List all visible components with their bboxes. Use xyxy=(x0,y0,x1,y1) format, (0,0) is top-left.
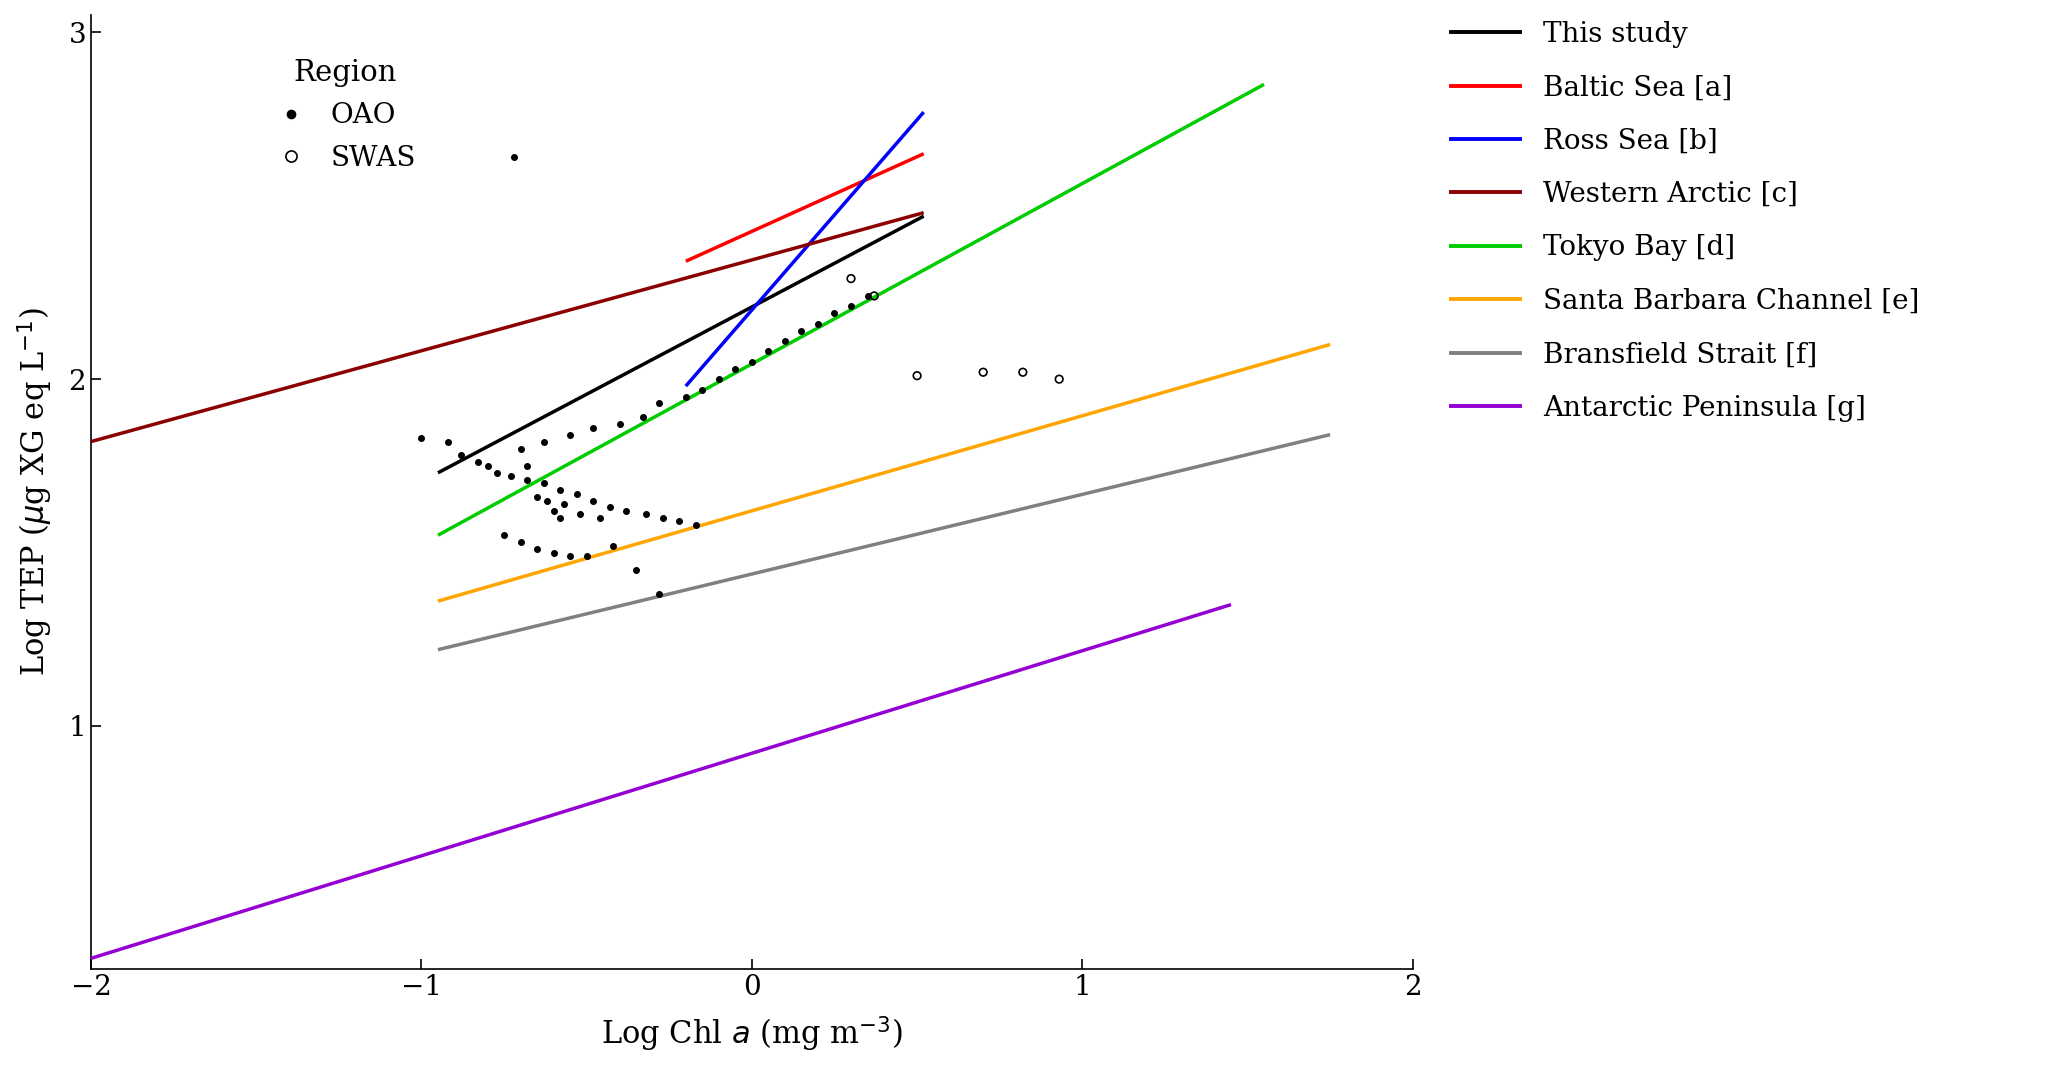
Point xyxy=(511,471,544,489)
Legend: OAO, SWAS: OAO, SWAS xyxy=(263,48,426,183)
Point xyxy=(686,381,719,398)
Point xyxy=(610,502,643,520)
Point xyxy=(461,454,494,471)
Point xyxy=(802,315,835,332)
Point xyxy=(597,537,630,554)
Point xyxy=(736,353,769,370)
Point xyxy=(444,447,477,464)
Point xyxy=(577,419,610,436)
Point xyxy=(593,499,626,516)
Point xyxy=(544,509,577,526)
Point xyxy=(537,544,570,561)
Point xyxy=(769,332,802,350)
Point xyxy=(504,533,537,551)
Point xyxy=(852,288,885,305)
Point xyxy=(703,371,736,388)
Point xyxy=(564,506,597,523)
Point xyxy=(670,388,703,405)
X-axis label: Log Chl $a$ (mg m$^{-3}$): Log Chl $a$ (mg m$^{-3}$) xyxy=(601,1014,903,1054)
Point xyxy=(498,149,531,166)
Point xyxy=(577,492,610,509)
Point xyxy=(664,513,697,530)
Point xyxy=(626,408,659,425)
Point xyxy=(488,527,521,544)
Point xyxy=(647,509,680,526)
Point xyxy=(858,288,891,305)
Point xyxy=(432,433,465,450)
Point xyxy=(1007,363,1040,381)
Point xyxy=(494,468,527,485)
Point xyxy=(835,298,868,315)
Point xyxy=(471,458,504,475)
Point xyxy=(901,367,934,384)
Point xyxy=(967,363,1000,381)
Point xyxy=(630,506,664,523)
Point xyxy=(680,516,713,533)
Point xyxy=(527,433,560,450)
Point xyxy=(785,322,819,339)
Point xyxy=(554,547,587,564)
Point xyxy=(560,485,593,502)
Point xyxy=(643,586,676,603)
Point xyxy=(504,440,537,458)
Point xyxy=(527,475,560,492)
Point xyxy=(544,482,577,499)
Point xyxy=(521,489,554,506)
Point xyxy=(643,394,676,412)
Point xyxy=(835,270,868,288)
Point xyxy=(405,430,438,447)
Point xyxy=(521,541,554,558)
Point xyxy=(511,458,544,475)
Point xyxy=(1042,371,1075,388)
Y-axis label: Log TEP ($\mu$g XG eq L$^{-1}$): Log TEP ($\mu$g XG eq L$^{-1}$) xyxy=(14,308,54,677)
Point xyxy=(548,495,581,512)
Point xyxy=(531,492,564,509)
Point xyxy=(537,502,570,520)
Point xyxy=(752,343,785,360)
Point xyxy=(570,547,604,564)
Point xyxy=(719,360,752,377)
Point xyxy=(482,464,515,481)
Point xyxy=(583,509,616,526)
Point xyxy=(620,561,653,578)
Point xyxy=(604,416,637,433)
Point xyxy=(819,305,852,322)
Point xyxy=(554,427,587,444)
